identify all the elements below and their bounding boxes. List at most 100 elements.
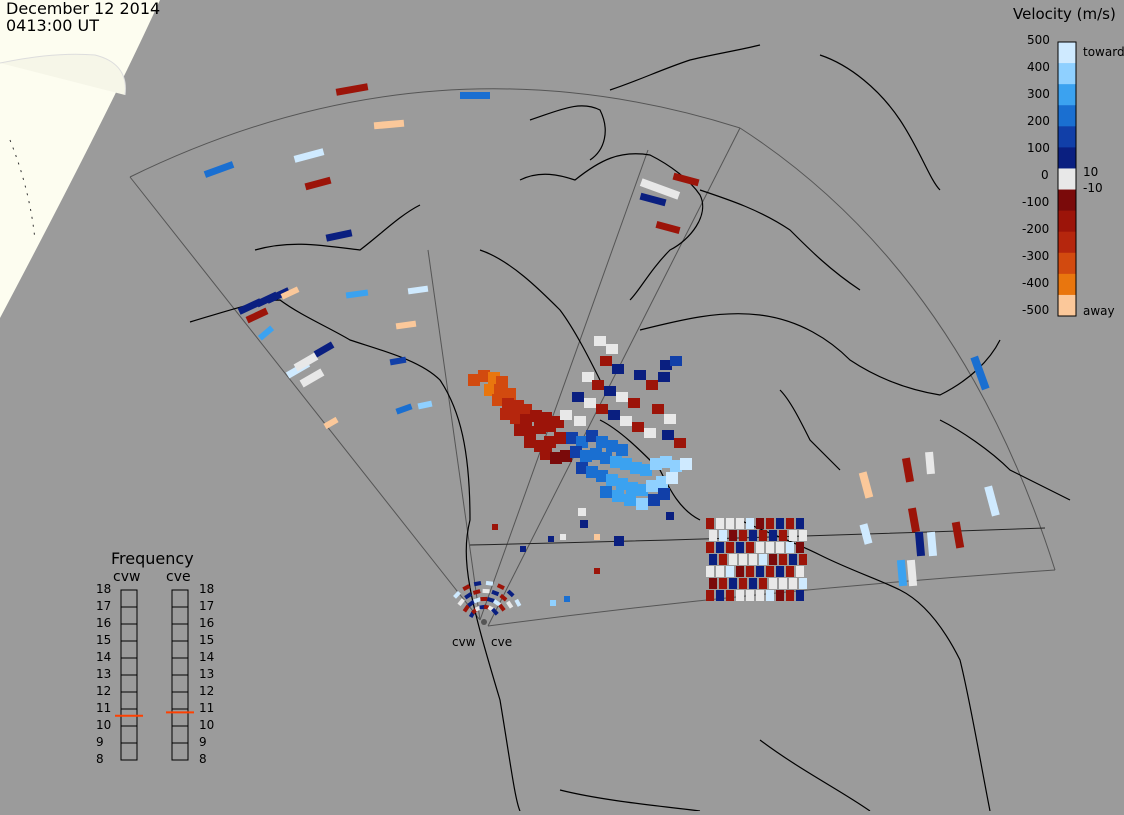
velocity-cell [395,320,417,330]
velocity-cell [606,474,618,486]
velocity-cell [706,566,714,577]
colorbar-segment [1058,147,1076,169]
velocity-cell [951,521,965,549]
velocity-cell [776,566,784,577]
velocity-cell [670,460,682,472]
velocity-cell [457,598,465,607]
velocity-cell [203,161,235,178]
frequency-tick-label: 18 [199,582,215,596]
velocity-cell [472,589,481,595]
velocity-cell [648,494,660,506]
velocity-cell [506,589,515,598]
velocity-cell [485,580,494,586]
velocity-cell [604,386,616,396]
velocity-cell [756,518,764,529]
velocity-cell [478,370,490,382]
velocity-tick: -300 [1022,249,1050,263]
velocity-cell [719,554,727,565]
velocity-tick: -100 [1022,195,1050,209]
velocity-cell [572,392,584,402]
velocity-cell [726,542,734,553]
velocity-cell [716,518,724,529]
velocity-cell [739,530,747,541]
frequency-tick-label: 9 [199,735,207,749]
velocity-cell [658,372,670,382]
frequency-tick-label: 13 [199,667,215,681]
velocity-cell [514,424,526,436]
colorbar-segment [1058,294,1076,317]
radar-site-marker [481,619,487,625]
velocity-cell [660,360,672,370]
velocity-cell [494,384,506,396]
velocity-cell [293,148,325,163]
velocity-cell [646,380,658,390]
velocity-cell [716,566,724,577]
velocity-cell [473,597,482,604]
velocity-cell [749,578,757,589]
velocity-tick: -500 [1022,303,1050,317]
velocity-tick: 500 [1027,33,1050,47]
velocity-cell [789,554,797,565]
velocity-cell [586,430,598,442]
velocity-cell [672,172,700,187]
velocity-cell [729,578,737,589]
velocity-cell [970,355,990,391]
velocity-tick: 10 [1083,165,1099,179]
velocity-cell [576,436,588,448]
velocity-cell [530,410,542,422]
daylight-region [0,0,160,318]
velocity-cell [726,590,734,601]
velocity-cell [789,530,797,541]
velocity-cell [237,298,263,315]
velocity-cell [706,590,714,601]
velocity-cell [906,559,918,587]
velocity-cell [914,531,926,557]
velocity-cell [859,523,873,545]
frequency-tick-label: 16 [96,616,112,630]
velocity-cell [786,542,794,553]
frequency-tick-label: 12 [199,684,215,698]
velocity-cell [592,380,604,390]
velocity-cell [796,542,804,553]
velocity-cell [766,590,774,601]
frequency-tick-label: 11 [199,701,215,715]
velocity-cell [586,466,598,478]
velocity-cell [468,374,480,386]
velocity-cell [759,554,767,565]
velocity-cell [664,414,676,424]
velocity-cell [606,344,618,354]
colorbar-segment [1058,252,1076,275]
velocity-cell [345,289,369,299]
velocity-cell [373,119,405,130]
colorbar-segment [1058,105,1076,127]
velocity-cell [576,462,588,474]
velocity-cell [462,604,470,613]
velocity-cell [506,600,514,609]
frequency-grid [121,606,188,744]
velocity-cell [726,518,734,529]
velocity-cell [901,457,915,483]
velocity-colorbar [1057,41,1077,317]
velocity-cell [574,416,586,426]
velocity-cell [612,364,624,374]
velocity-cell [484,384,496,396]
velocity-cell [299,368,325,388]
velocity-cell [796,566,804,577]
velocity-cell [323,416,339,430]
velocity-cell [514,598,522,607]
velocity-cell [626,482,638,494]
velocity-cell [926,531,938,557]
velocity-cell [736,518,744,529]
velocity-cell [706,518,714,529]
velocity-cell [520,546,526,552]
velocity-cell [786,518,794,529]
velocity-scale-title: Velocity (m/s) [1013,5,1116,23]
velocity-cell [510,412,522,424]
velocity-tick: -200 [1022,222,1050,236]
velocity-cell [709,578,717,589]
velocity-cell [554,432,566,444]
velocity-toward-label: toward [1083,45,1124,59]
velocity-cell [395,403,413,415]
velocity-cell [658,488,670,500]
